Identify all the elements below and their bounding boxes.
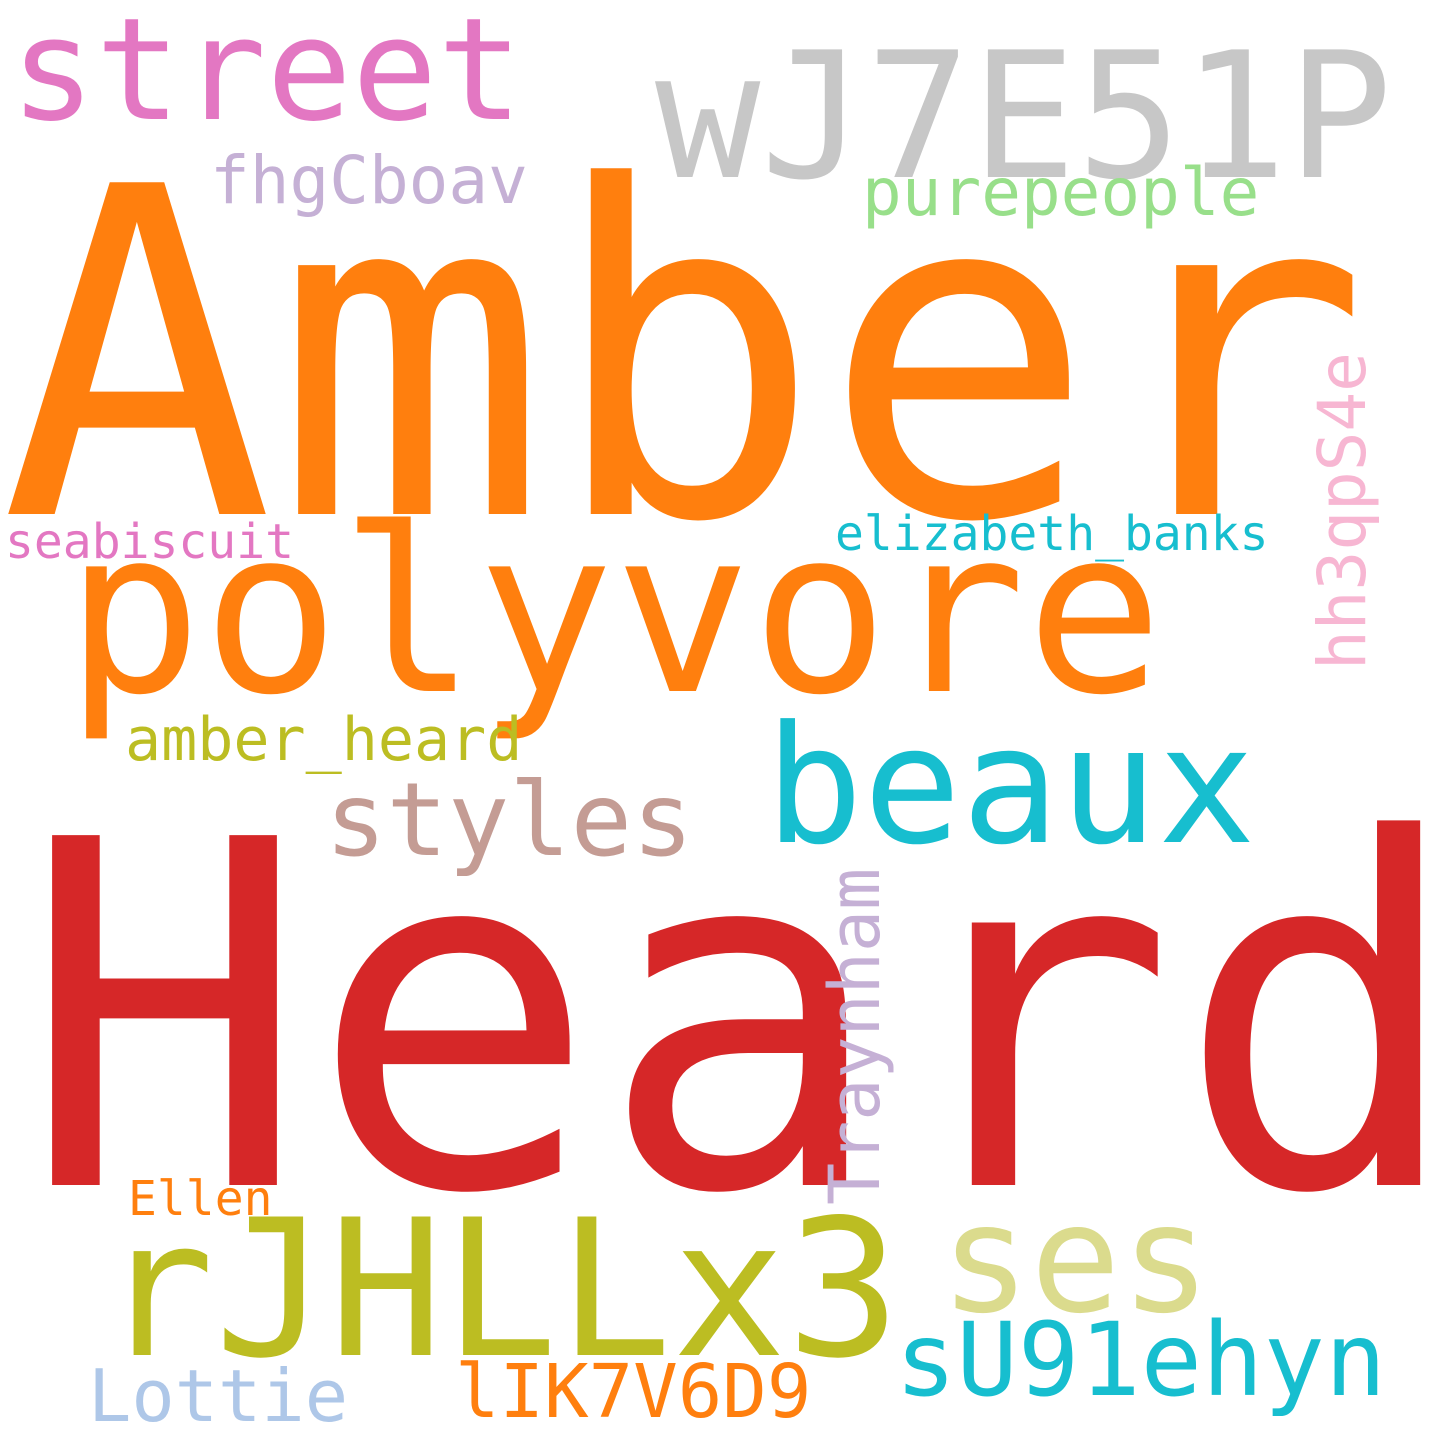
word-street: street bbox=[10, 0, 523, 153]
word-traynham: Traynham bbox=[814, 867, 896, 1205]
word-amber: Amber bbox=[0, 93, 1370, 622]
word-rjhllx3: rJHLLx3 bbox=[100, 1179, 901, 1400]
word-wj7e51p: wJ7E51P bbox=[655, 16, 1393, 219]
word-ellen: Ellen bbox=[128, 1171, 273, 1227]
word-polyvore: polyvore bbox=[65, 479, 1164, 745]
word-ses: ses bbox=[940, 1173, 1211, 1347]
word-purepeople: purepeople bbox=[862, 154, 1260, 231]
word-fhgcboav: fhgCboav bbox=[210, 142, 528, 219]
word-hh3qps4e: hh3qpS4e bbox=[1304, 352, 1381, 670]
word-heard: Heard bbox=[20, 740, 1440, 1299]
word-su91ehyn: sU91ehyn bbox=[895, 1301, 1387, 1420]
word-styles: styles bbox=[325, 761, 694, 880]
word-beaux: beaux bbox=[765, 692, 1256, 881]
word-seabiscuit: seabiscuit bbox=[5, 514, 294, 570]
word-lottie: Lottie bbox=[88, 1354, 349, 1438]
word-elizabeth-banks: elizabeth_banks bbox=[835, 506, 1269, 562]
word-amber-heard: amber_heard bbox=[125, 705, 523, 775]
word-lik7v6d9: lIK7V6D9 bbox=[455, 1349, 812, 1435]
